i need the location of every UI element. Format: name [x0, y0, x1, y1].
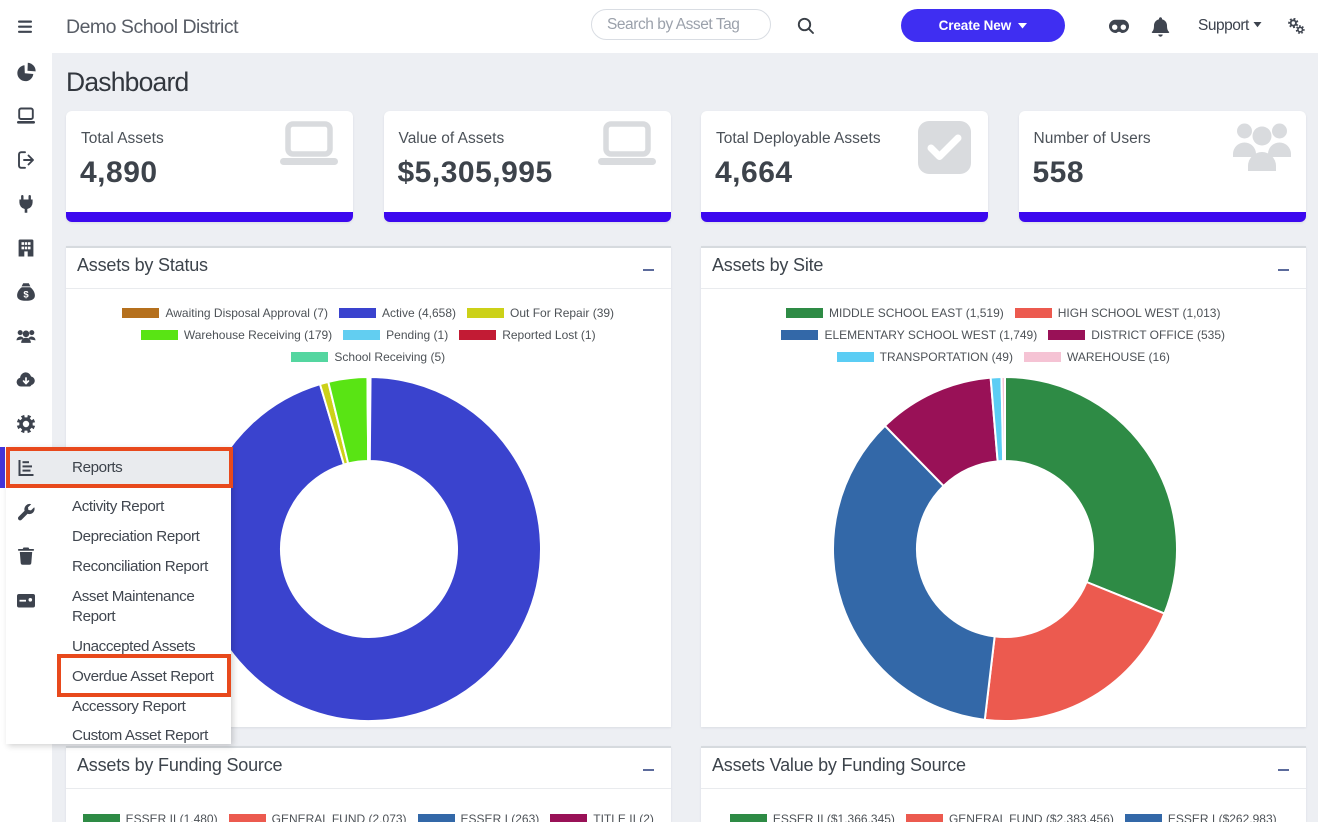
svg-text:$: $ — [23, 290, 29, 301]
